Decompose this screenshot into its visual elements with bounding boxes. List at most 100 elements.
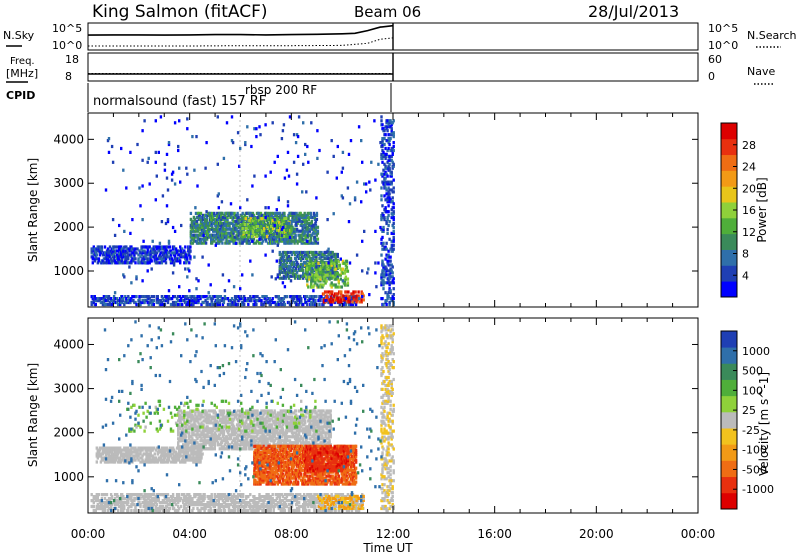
range-gate-cell (386, 196, 389, 200)
range-gate-cell (256, 221, 260, 225)
range-gate-cell (340, 290, 343, 294)
range-gate-cell (276, 243, 279, 247)
range-gate-cell (180, 409, 183, 413)
range-gate-cell (226, 217, 229, 221)
range-gate-cell (138, 300, 141, 305)
range-gate-cell (198, 427, 201, 431)
range-gate-cell (306, 225, 309, 229)
range-gate-cell (210, 299, 213, 303)
range-gate-cell (247, 225, 250, 229)
range-gate-cell (330, 285, 333, 289)
range-gate-cell (312, 275, 315, 279)
range-gate-cell (177, 411, 180, 415)
range-gate-cell (315, 211, 319, 215)
range-gate-cell (190, 423, 193, 427)
range-gate-cell (282, 260, 286, 264)
range-gate-cell (162, 448, 166, 452)
range-gate-cell (186, 447, 189, 451)
range-gate-cell (220, 441, 224, 445)
range-gate-cell (118, 223, 121, 228)
range-gate-cell (230, 115, 234, 119)
range-gate-cell (123, 446, 126, 450)
range-gate-cell (348, 300, 351, 304)
range-gate-cell (270, 237, 273, 241)
range-gate-cell (384, 170, 387, 174)
range-gate-cell (148, 297, 151, 301)
range-gate-cell (304, 223, 307, 227)
range-gate-cell (268, 297, 271, 301)
range-gate-cell (121, 300, 124, 305)
range-gate-cell (388, 182, 391, 186)
range-gate-cell (374, 229, 377, 233)
range-gate-cell (389, 255, 392, 259)
strip1-series-1 (88, 37, 394, 47)
range-gate-cell (154, 259, 157, 263)
range-gate-cell (136, 247, 139, 251)
range-gate-cell (392, 235, 395, 239)
range-gate-cell (205, 421, 208, 425)
range-gate-cell (314, 227, 318, 231)
range-gate-cell (389, 247, 392, 251)
range-gate-cell (314, 225, 318, 229)
range-gate-cell (208, 213, 211, 217)
range-gate-cell (209, 415, 212, 419)
range-gate-cell (243, 302, 246, 307)
range-gate-cell (342, 302, 346, 307)
range-gate-cell (315, 233, 319, 237)
range-gate-cell (320, 295, 323, 299)
range-gate-cell (281, 129, 285, 133)
range-gate-cell (167, 255, 171, 259)
range-gate-cell (391, 214, 394, 218)
range-gate-cell (318, 148, 321, 153)
range-gate-cell (320, 259, 323, 263)
range-gate-cell (390, 180, 393, 184)
range-gate-cell (283, 217, 286, 221)
range-gate-cell (386, 182, 389, 186)
range-gate-cell (213, 425, 216, 429)
range-gate-cell (125, 299, 128, 303)
range-gate-cell (292, 250, 296, 255)
range-gate-cell (385, 253, 388, 257)
range-gate-cell (222, 433, 226, 437)
range-gate-cell (314, 219, 318, 223)
range-gate-cell (224, 427, 228, 431)
range-gate-cell (361, 160, 364, 164)
range-gate-cell (97, 259, 101, 263)
range-gate-cell (391, 295, 394, 299)
range-gate-cell (171, 271, 175, 275)
range-gate-cell (381, 139, 384, 143)
range-gate-cell (218, 217, 221, 221)
range-gate-cell (228, 239, 231, 243)
range-gate-cell (270, 230, 273, 235)
range-gate-cell (242, 439, 245, 443)
range-gate-cell (193, 421, 196, 425)
range-gate-cell (263, 223, 267, 227)
range-gate-cell (259, 225, 263, 229)
range-gate-cell (298, 213, 301, 217)
range-gate-cell (331, 268, 334, 272)
range-gate-cell (159, 299, 163, 303)
range-gate-cell (240, 297, 243, 301)
range-gate-cell (278, 276, 281, 280)
range-gate-cell (304, 142, 307, 147)
range-gate-cell (121, 259, 124, 263)
range-gate-cell (206, 225, 210, 229)
range-gate-cell (232, 229, 235, 233)
range-gate-cell (196, 441, 199, 445)
range-gate-cell (231, 429, 235, 433)
range-gate-cell (202, 431, 205, 435)
range-gate-cell (293, 295, 297, 299)
range-gate-cell (290, 252, 294, 257)
range-gate-cell (313, 231, 317, 235)
range-gate-cell (295, 182, 299, 186)
range-gate-cell (264, 123, 267, 127)
range-gate-cell (392, 237, 395, 241)
range-gate-cell (189, 245, 192, 249)
range-gate-cell (257, 413, 260, 417)
range-gate-cell (336, 271, 339, 275)
range-gate-cell (184, 295, 187, 299)
range-gate-cell (185, 441, 188, 445)
range-gate-cell (242, 239, 245, 243)
range-gate-cell (380, 227, 383, 232)
range-gate-cell (295, 270, 299, 274)
